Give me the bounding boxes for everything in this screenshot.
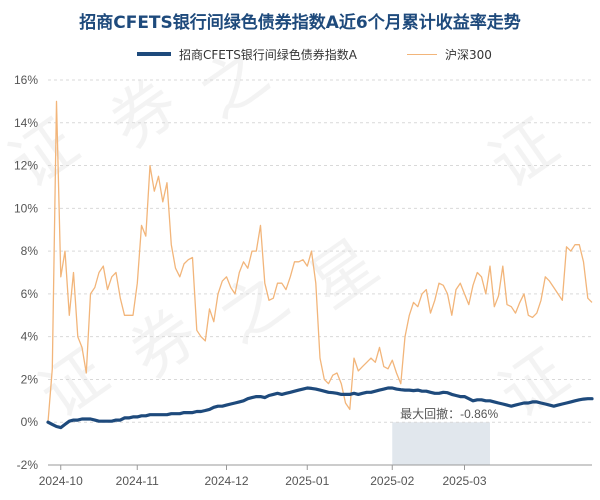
watermark-glyph: 证 bbox=[477, 106, 572, 203]
y-tick-label: 16% bbox=[14, 73, 38, 87]
x-tick-label: 2025-02 bbox=[370, 474, 414, 488]
watermark-glyph: 之 bbox=[187, 36, 282, 133]
watermark: 证 券 之 证 证 券 之 星 证 bbox=[0, 36, 582, 433]
chart-legend: 招商CFETS银行间绿色债券指数A 沪深300 bbox=[0, 44, 600, 64]
y-tick-label: 6% bbox=[21, 287, 39, 301]
y-tick-label: 8% bbox=[21, 244, 39, 258]
legend-label-bond-index: 招商CFETS银行间绿色债券指数A bbox=[179, 47, 358, 62]
series-line-hs300 bbox=[47, 100, 593, 423]
max-drawdown-label: 最大回撤：-0.86% bbox=[400, 406, 498, 421]
watermark-glyph: 之 bbox=[207, 261, 302, 358]
legend-swatch-hs300 bbox=[407, 53, 437, 55]
legend-item-hs300[interactable]: 沪深300 bbox=[407, 44, 492, 64]
max-drawdown-band bbox=[392, 422, 490, 465]
x-tick-label: 2025-01 bbox=[285, 474, 329, 488]
chart-title: 招商CFETS银行间绿色债券指数A近6个月累计收益率走势 bbox=[79, 13, 521, 33]
watermark-glyph: 券 bbox=[117, 296, 212, 393]
legend-label-hs300: 沪深300 bbox=[445, 47, 492, 62]
y-tick-label: 14% bbox=[14, 116, 38, 130]
watermark-glyph: 证 bbox=[487, 336, 582, 433]
legend-item-bond-index[interactable]: 招商CFETS银行间绿色债券指数A bbox=[137, 44, 357, 64]
series-line-bond-index bbox=[46, 386, 594, 430]
y-tick-label: -2% bbox=[17, 458, 39, 472]
x-tick-label: 2024-10 bbox=[39, 474, 83, 488]
legend-swatch-bond-index bbox=[137, 52, 171, 56]
y-tick-label: 2% bbox=[21, 372, 39, 386]
y-tick-label: 0% bbox=[21, 415, 39, 429]
x-tick-label: 2024-11 bbox=[116, 474, 159, 488]
y-tick-label: 10% bbox=[14, 201, 38, 215]
y-tick-label: 4% bbox=[21, 330, 39, 344]
y-tick-label: 12% bbox=[14, 159, 38, 173]
x-tick-label: 2025-03 bbox=[442, 474, 486, 488]
watermark-glyph: 星 bbox=[297, 226, 392, 323]
x-tick-label: 2024-12 bbox=[204, 474, 248, 488]
